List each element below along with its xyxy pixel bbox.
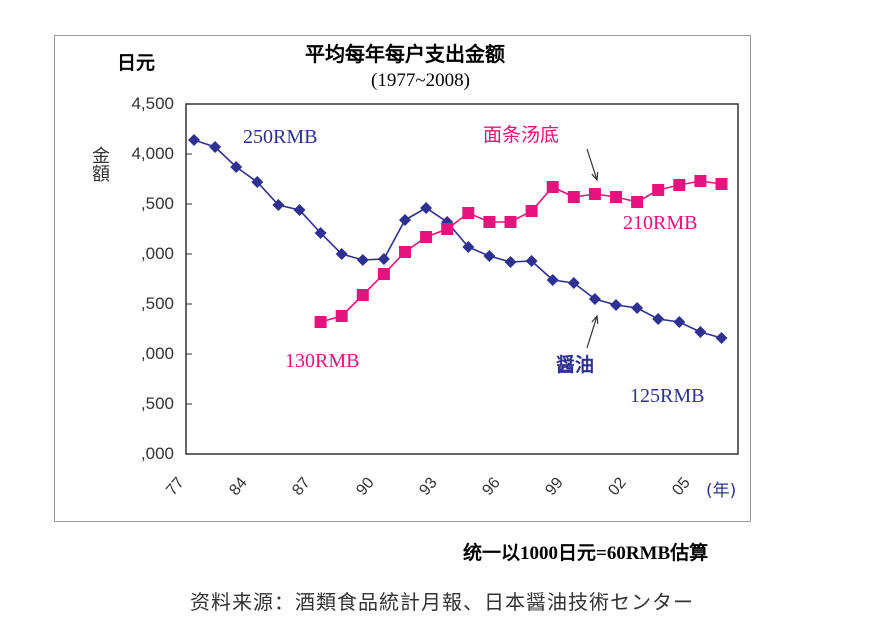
arrow-noodle [586,148,598,181]
data-point-noodle [673,179,686,191]
annotation-noodle-start: 130RMB [285,350,360,372]
data-point-noodle [546,181,559,193]
y-unit-label: 日元 [117,52,156,74]
data-point-soy [610,299,622,311]
data-point-noodle [441,223,454,235]
data-point-soy [462,241,475,253]
conversion-note: 统一以1000日元=60RMB估算 [463,543,709,564]
data-point-soy [694,326,707,338]
data-point-soy [420,202,433,214]
data-point-soy [377,253,390,265]
y-tick-label: ,500 [140,294,174,313]
data-point-soy [715,332,728,344]
y-tick-label: ,500 [140,194,174,213]
chart-subtitle: (1977~2008) [371,70,470,91]
data-point-noodle [314,316,327,328]
chart-title: 平均每年每户支出金额 [305,44,505,66]
data-point-noodle [377,268,390,280]
data-point-soy [251,176,264,188]
data-point-soy [588,293,601,305]
data-point-noodle [652,184,665,196]
data-point-soy [293,204,306,216]
annotation-soy-end: 125RMB [630,385,705,407]
data-point-soy [399,214,411,226]
data-point-soy [652,313,665,325]
y-tick-label: 4,500 [131,94,174,113]
y-tick-label: ,000 [140,244,174,263]
annotation-noodle-end: 210RMB [623,212,698,234]
data-point-noodle [588,188,601,200]
y-tick-label: 4,000 [131,144,174,163]
data-point-soy [567,277,580,289]
data-point-noodle [462,207,475,219]
data-point-soy [673,316,686,328]
data-point-soy [631,302,644,314]
data-point-noodle [504,216,517,228]
y-tick-label: ,000 [140,444,174,463]
chart-frame [54,35,751,522]
data-point-noodle [631,196,644,208]
data-point-noodle [715,178,728,190]
y-tick-label: ,000 [140,344,174,363]
y-axis-label: 金額 [89,146,110,182]
data-point-noodle [525,205,538,217]
data-point-noodle [335,310,348,322]
arrow-soy-head [591,314,599,325]
data-point-soy [272,199,285,211]
data-point-soy [314,227,327,239]
data-point-soy [188,134,200,146]
data-point-soy [525,255,538,267]
arrow-soy [586,315,598,349]
data-point-soy [209,141,222,153]
source-note: 资料来源：酒類食品統計月報、日本醤油技術センター [190,590,694,614]
data-point-noodle [610,191,622,203]
series-line-noodle [320,180,722,323]
x-unit-label: (年) [706,481,737,501]
data-point-soy [335,248,348,260]
arrow-noodle-head [591,171,599,182]
legend-label-soy: 醤油 [556,354,595,376]
y-tick-label: ,500 [140,394,174,413]
data-point-soy [504,256,517,268]
data-point-noodle [356,289,369,301]
plot-area [185,103,739,455]
data-point-soy [230,161,243,173]
data-point-soy [356,254,369,266]
data-point-soy [483,250,496,262]
annotation-soy-start: 250RMB [243,126,318,148]
data-point-soy [546,274,559,286]
data-point-noodle [694,175,707,187]
legend-label-noodle: 面条汤底 [483,124,560,146]
data-point-noodle [420,231,433,243]
data-point-noodle [399,246,411,258]
data-point-noodle [483,216,496,228]
data-point-noodle [567,191,580,203]
